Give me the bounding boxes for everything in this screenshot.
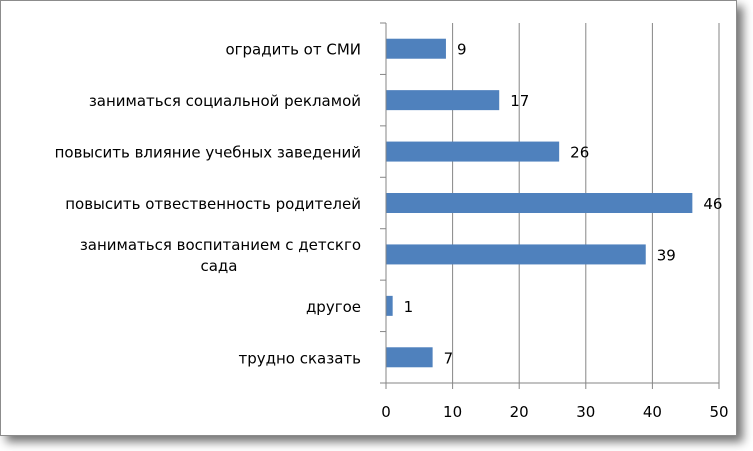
data-label: 46 (703, 195, 722, 213)
x-tick-label: 10 (443, 403, 462, 421)
bar (386, 244, 646, 265)
data-label: 1 (404, 298, 414, 316)
bar-series (386, 38, 693, 368)
category-label: повысить влияние учебных заведений (55, 144, 361, 162)
x-tick-label: 20 (510, 403, 529, 421)
bar (386, 347, 433, 368)
data-label: 39 (657, 246, 676, 264)
category-label: сада (200, 257, 237, 275)
category-label: оградить от СМИ (225, 41, 361, 59)
bar (386, 90, 500, 111)
data-label: 7 (444, 349, 454, 367)
category-label: другое (306, 298, 361, 316)
data-label: 9 (457, 41, 467, 59)
x-tick-label: 50 (709, 403, 728, 421)
category-label: заниматься воспитанием с детскго (80, 236, 361, 254)
x-tick-label: 30 (576, 403, 595, 421)
x-tick-label: 0 (381, 403, 391, 421)
axes (380, 22, 720, 389)
data-label: 17 (510, 92, 529, 110)
category-label: заниматься социальной рекламой (89, 92, 361, 110)
bar (386, 141, 560, 162)
x-tick-label: 40 (643, 403, 662, 421)
chart-frame: 0 10 20 30 40 50 9 оградить от СМИ 17 заниматься … (0, 0, 737, 436)
bar (386, 193, 693, 213)
data-label: 26 (570, 144, 589, 162)
category-label: повысить отвественность родителей (65, 195, 361, 213)
bar (386, 295, 393, 316)
category-label: трудно сказать (238, 349, 361, 367)
bar (386, 38, 446, 59)
